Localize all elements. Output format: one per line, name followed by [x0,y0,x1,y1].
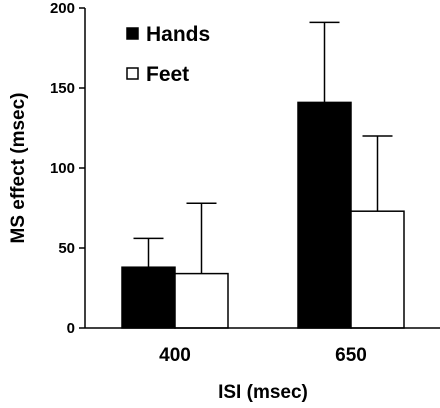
legend-label-hands: Hands [146,23,210,46]
legend: Hands Feet [126,23,210,86]
bar-feet-400 [174,272,229,329]
y-ticks-group: 0 50 100 150 200 [50,0,85,337]
bar-hands-400 [121,266,176,329]
x-tick-label-650: 650 [335,345,367,366]
legend-label-feet: Feet [146,63,189,86]
legend-swatch-hands [126,27,139,40]
bars-group [121,101,405,329]
x-axis-title: ISI (msec) [218,382,308,403]
y-tick-label-100: 100 [50,160,75,177]
y-axis-title: MS effect (msec) [8,93,29,244]
x-ticks-group: 400 650 [159,345,367,366]
y-tick-label-150: 150 [50,80,75,97]
y-tick-label-50: 50 [58,240,75,257]
bar-hands-650 [297,101,352,329]
legend-swatch-feet [126,67,139,80]
x-tick-label-400: 400 [159,345,191,366]
y-tick-label-0: 0 [67,320,75,337]
bar-feet-650 [350,210,405,329]
y-tick-label-200: 200 [50,0,75,17]
error-bars-group [133,21,393,274]
